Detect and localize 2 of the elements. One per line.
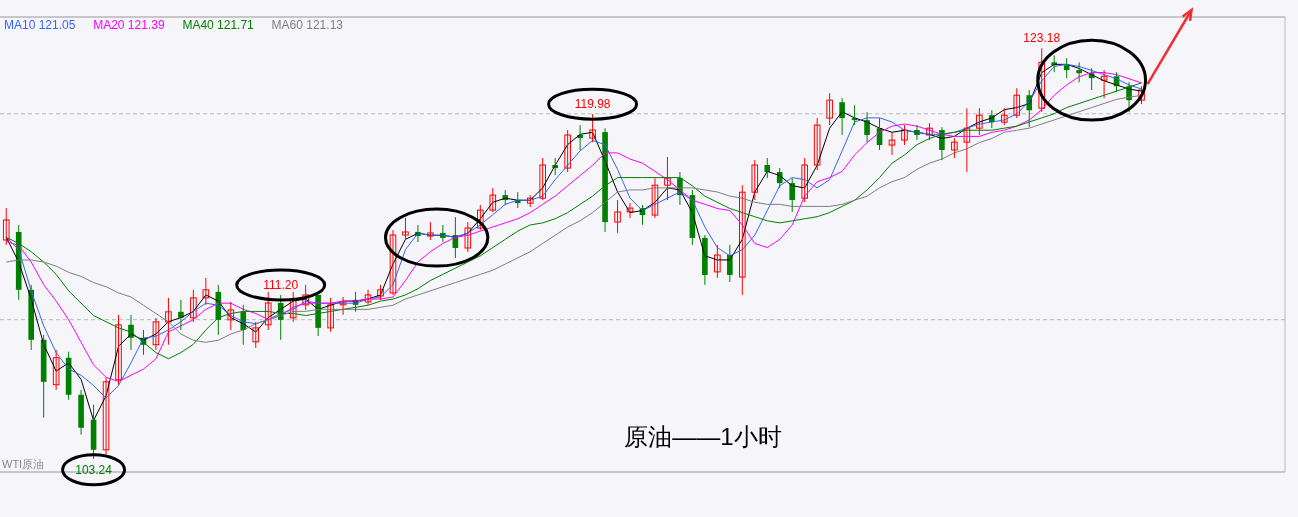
caption: 原油——1小时 — [624, 423, 782, 450]
note: WTI原油 — [2, 458, 45, 470]
